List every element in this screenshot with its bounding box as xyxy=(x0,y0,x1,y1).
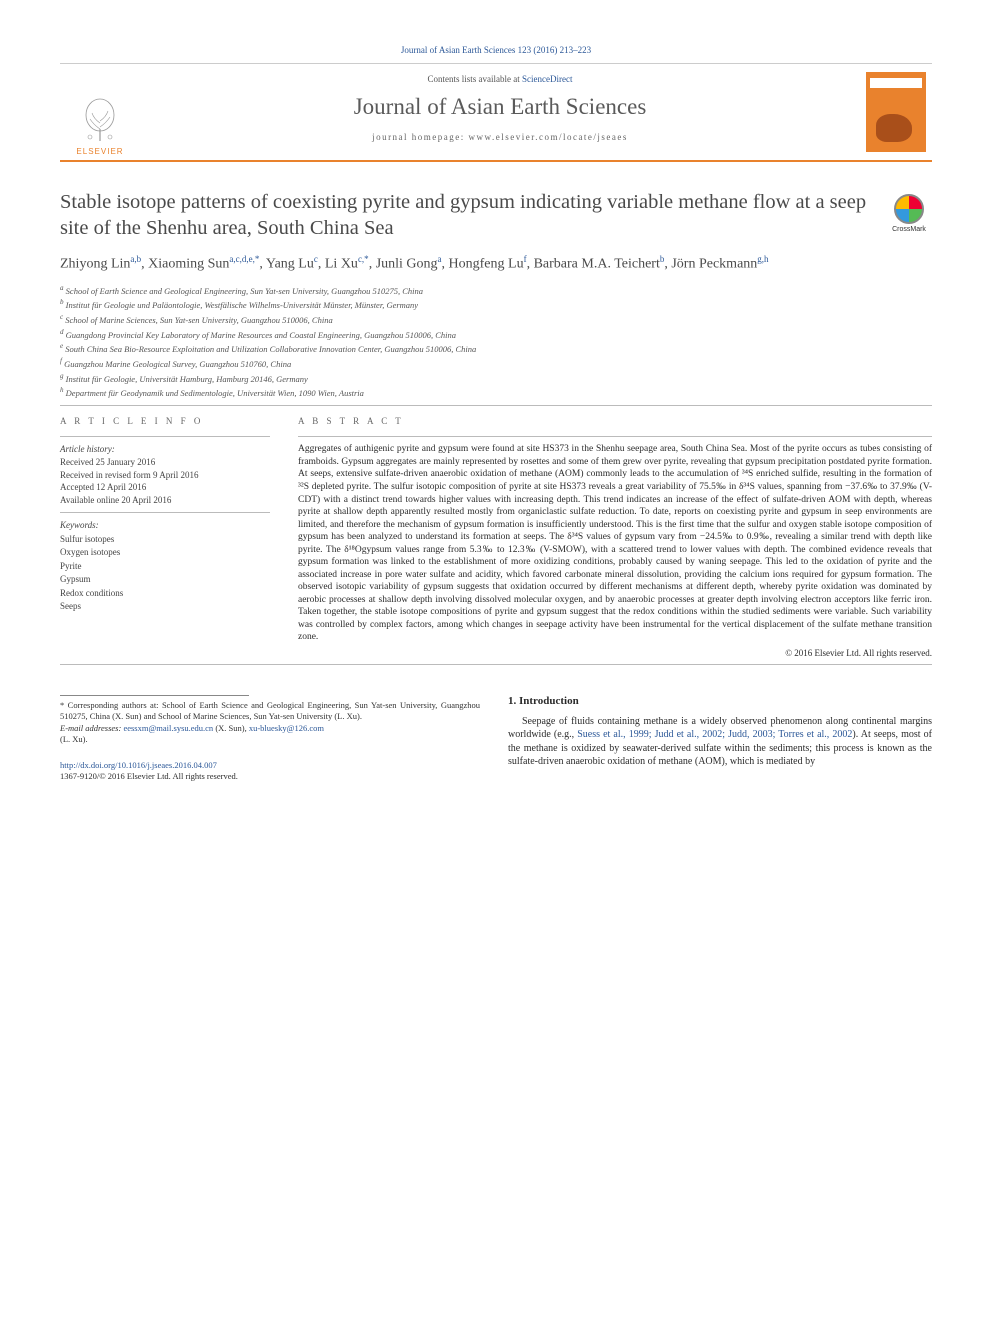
affiliation-line: d Guangdong Provincial Key Laboratory of… xyxy=(60,327,932,341)
keyword-item: Sulfur isotopes xyxy=(60,533,270,547)
homepage-line: journal homepage: www.elsevier.com/locat… xyxy=(140,132,860,142)
info-abstract-row: A R T I C L E I N F O Article history: R… xyxy=(60,416,932,658)
banner-center: Contents lists available at ScienceDirec… xyxy=(140,64,860,160)
history-line: Received 25 January 2016 xyxy=(60,456,270,469)
affiliation-line: e South China Sea Bio-Resource Exploitat… xyxy=(60,341,932,355)
elsevier-label: ELSEVIER xyxy=(76,147,123,156)
keyword-item: Pyrite xyxy=(60,560,270,574)
author-list: Zhiyong Lina,b, Xiaoming Suna,c,d,e,*, Y… xyxy=(60,253,932,275)
publisher-logo-block: ELSEVIER xyxy=(60,64,140,160)
article-page: Journal of Asian Earth Sciences 123 (201… xyxy=(0,0,992,832)
keywords-header: Keywords: xyxy=(60,519,270,533)
divider xyxy=(60,664,932,665)
divider xyxy=(60,512,270,513)
abstract-column: A B S T R A C T Aggregates of authigenic… xyxy=(298,416,932,658)
corresponding-footnote: * Corresponding authors at: School of Ea… xyxy=(60,700,480,723)
abstract-label: A B S T R A C T xyxy=(298,416,932,426)
affiliation-line: c School of Marine Sciences, Sun Yat-sen… xyxy=(60,312,932,326)
affiliation-line: h Department für Geodynamik und Sediment… xyxy=(60,385,932,399)
affiliation-line: g Institut für Geologie, Universität Ham… xyxy=(60,371,932,385)
journal-banner: ELSEVIER Contents lists available at Sci… xyxy=(60,63,932,162)
crossmark-icon xyxy=(894,194,924,224)
history-line: Received in revised form 9 April 2016 xyxy=(60,469,270,482)
history-line: Accepted 12 April 2016 xyxy=(60,481,270,494)
journal-cover-block xyxy=(860,64,932,160)
crossmark-label: CrossMark xyxy=(892,226,926,233)
intro-citations[interactable]: Suess et al., 1999; Judd et al., 2002; J… xyxy=(577,729,852,740)
keyword-item: Oxygen isotopes xyxy=(60,546,270,560)
footnote-column: * Corresponding authors at: School of Ea… xyxy=(60,695,480,782)
contents-prefix: Contents lists available at xyxy=(428,74,522,84)
keyword-item: Redox conditions xyxy=(60,587,270,601)
intro-column: 1. Introduction Seepage of fluids contai… xyxy=(508,695,932,782)
title-block: Stable isotope patterns of coexisting py… xyxy=(60,190,932,241)
email-who-2: (L. Xu). xyxy=(60,734,88,744)
intro-heading: 1. Introduction xyxy=(508,695,932,707)
doi-link[interactable]: http://dx.doi.org/10.1016/j.jseaes.2016.… xyxy=(60,760,217,770)
email-who-1: (X. Sun), xyxy=(213,723,249,733)
email-label: E-mail addresses: xyxy=(60,723,123,733)
email-link-1[interactable]: eessxm@mail.sysu.edu.cn xyxy=(123,723,213,733)
abstract-copyright: © 2016 Elsevier Ltd. All rights reserved… xyxy=(298,648,932,658)
footnote-star: * Corresponding authors at: School of Ea… xyxy=(60,700,480,721)
affiliation-line: b Institut für Geologie und Paläontologi… xyxy=(60,297,932,311)
affiliation-list: a School of Earth Science and Geological… xyxy=(60,283,932,400)
keywords-block: Keywords: Sulfur isotopesOxygen isotopes… xyxy=(60,519,270,614)
issn-line: 1367-9120/© 2016 Elsevier Ltd. All right… xyxy=(60,771,238,781)
email-link-2[interactable]: xu-bluesky@126.com xyxy=(249,723,324,733)
footer-block: http://dx.doi.org/10.1016/j.jseaes.2016.… xyxy=(60,760,480,782)
keyword-item: Seeps xyxy=(60,600,270,614)
divider xyxy=(60,436,270,437)
affiliation-line: f Guangzhou Marine Geological Survey, Gu… xyxy=(60,356,932,370)
article-info-label: A R T I C L E I N F O xyxy=(60,416,270,426)
contents-line: Contents lists available at ScienceDirec… xyxy=(140,74,860,84)
sciencedirect-link[interactable]: ScienceDirect xyxy=(522,74,572,84)
email-footnote: E-mail addresses: eessxm@mail.sysu.edu.c… xyxy=(60,723,480,746)
article-title: Stable isotope patterns of coexisting py… xyxy=(60,190,868,241)
divider xyxy=(298,436,932,437)
history-header: Article history: xyxy=(60,443,270,456)
top-citation: Journal of Asian Earth Sciences 123 (201… xyxy=(60,45,932,55)
history-line: Available online 20 April 2016 xyxy=(60,494,270,507)
affiliation-line: a School of Earth Science and Geological… xyxy=(60,283,932,297)
abstract-text: Aggregates of authigenic pyrite and gyps… xyxy=(298,443,932,644)
article-info-column: A R T I C L E I N F O Article history: R… xyxy=(60,416,270,658)
homepage-prefix: journal homepage: xyxy=(372,132,468,142)
keyword-item: Gypsum xyxy=(60,573,270,587)
body-columns: * Corresponding authors at: School of Ea… xyxy=(60,695,932,782)
article-history: Article history: Received 25 January 201… xyxy=(60,443,270,506)
intro-paragraph: Seepage of fluids containing methane is … xyxy=(508,715,932,769)
journal-cover-thumb xyxy=(866,72,926,152)
divider xyxy=(60,405,932,406)
elsevier-tree-icon xyxy=(76,97,124,145)
journal-name: Journal of Asian Earth Sciences xyxy=(140,94,860,120)
footnote-rule xyxy=(60,695,249,696)
crossmark-badge[interactable]: CrossMark xyxy=(886,194,932,233)
homepage-url: www.elsevier.com/locate/jseaes xyxy=(469,132,628,142)
